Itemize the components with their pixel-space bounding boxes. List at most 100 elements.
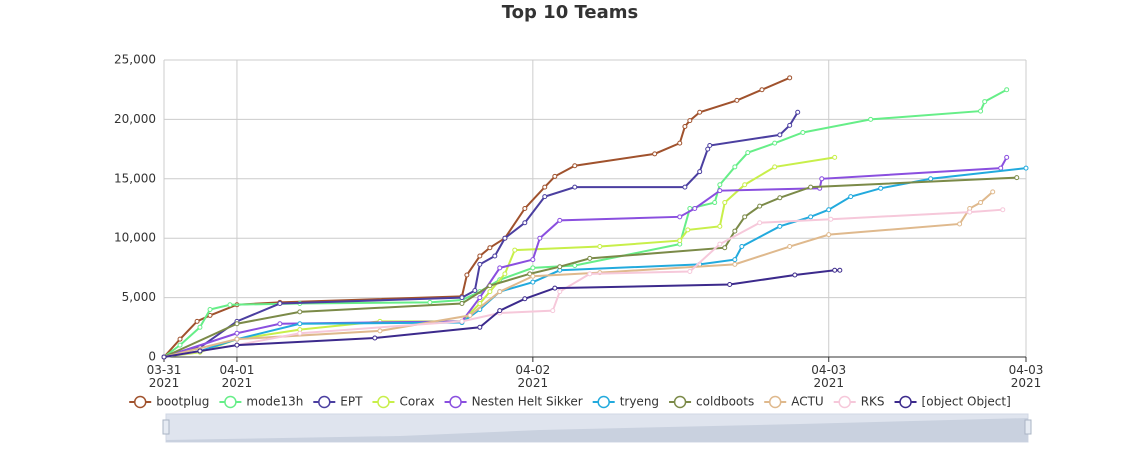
data-point — [277, 321, 283, 327]
data-point — [512, 247, 518, 253]
data-point — [732, 228, 738, 234]
zoom-handle[interactable] — [1024, 419, 1032, 435]
data-zoom[interactable] — [162, 413, 1032, 443]
data-point — [487, 289, 493, 295]
data-point — [685, 227, 691, 233]
legend-item[interactable]: [object Object] — [894, 395, 1011, 409]
data-point — [722, 245, 728, 251]
data-point — [677, 214, 683, 220]
legend-item[interactable]: mode13h — [219, 395, 303, 409]
data-point — [550, 308, 556, 314]
data-point — [717, 223, 723, 229]
data-point — [207, 312, 213, 318]
data-point — [697, 109, 703, 115]
data-point — [522, 206, 528, 211]
data-point — [777, 223, 783, 229]
data-point — [742, 182, 748, 188]
data-point — [372, 335, 378, 341]
data-point — [682, 124, 688, 130]
data-point — [697, 169, 703, 175]
data-point — [878, 185, 884, 191]
data-point — [868, 116, 874, 122]
x-tick-label: 04-01 2021 — [219, 363, 255, 390]
data-point — [234, 342, 240, 348]
data-point — [1000, 207, 1006, 213]
data-point — [978, 108, 984, 114]
data-point — [787, 75, 793, 81]
legend-marker — [318, 395, 331, 409]
y-tick-label: 0 — [148, 350, 156, 364]
data-point — [800, 129, 806, 135]
data-point — [705, 146, 711, 152]
zoom-shade — [166, 418, 1028, 442]
legend-item[interactable]: bootplug — [129, 395, 209, 409]
data-point — [197, 324, 203, 330]
legend-item[interactable]: tryeng — [592, 395, 659, 409]
data-point — [967, 209, 973, 215]
data-point — [990, 189, 996, 195]
x-tick-label: 04-03 2021 — [811, 363, 847, 390]
legend-item[interactable]: Corax — [372, 395, 435, 409]
data-point — [832, 154, 838, 160]
data-point — [297, 309, 303, 315]
series — [161, 154, 1010, 360]
legend-label: bootplug — [156, 395, 209, 409]
data-point — [734, 97, 740, 103]
data-point — [467, 312, 473, 318]
data-point — [837, 267, 843, 273]
chart-title: Top 10 Teams — [502, 2, 638, 23]
y-tick-label: 10,000 — [114, 231, 156, 245]
series — [161, 109, 801, 360]
data-point — [557, 289, 563, 295]
series-line — [163, 88, 1008, 358]
data-point — [772, 164, 778, 170]
data-point — [687, 268, 693, 274]
zoom-handle[interactable] — [162, 419, 170, 435]
legend-marker — [768, 395, 782, 409]
legend-marker — [838, 395, 851, 409]
data-point — [552, 285, 558, 291]
data-point — [207, 306, 213, 312]
data-point — [777, 195, 783, 201]
legend-item[interactable]: coldboots — [669, 395, 754, 409]
series-line — [163, 156, 835, 358]
data-point — [928, 176, 934, 182]
legend-marker — [673, 395, 687, 409]
data-point — [477, 253, 483, 259]
legend-item[interactable]: ACTU — [764, 395, 824, 409]
data-point — [677, 140, 683, 146]
data-point — [530, 265, 536, 271]
data-point — [808, 214, 814, 220]
data-point — [717, 182, 723, 188]
data-point — [234, 330, 240, 336]
data-point — [587, 255, 593, 261]
legend-item[interactable]: Nesten Helt Sikker — [444, 395, 583, 409]
legend-item[interactable]: RKS — [833, 395, 885, 409]
data-point — [732, 164, 738, 170]
data-point — [487, 283, 493, 289]
data-point — [832, 267, 838, 273]
data-point — [297, 330, 303, 336]
legend-marker — [449, 395, 462, 409]
data-point — [472, 287, 478, 293]
y-tick-label: 25,000 — [114, 53, 156, 67]
data-point — [497, 289, 503, 295]
data-point — [792, 272, 798, 278]
data-point — [557, 264, 563, 270]
data-point — [826, 232, 832, 238]
data-point — [1023, 165, 1029, 171]
legend-marker — [224, 395, 237, 409]
y-tick-label: 20,000 — [114, 112, 156, 126]
data-point — [227, 302, 233, 308]
data-point — [522, 220, 528, 226]
legend-item[interactable]: EPT — [313, 395, 363, 409]
legend: bootplug mode13h EPT Corax Nesten Helt Sikke… — [129, 395, 1011, 409]
data-point — [497, 265, 503, 271]
legend-label: mode13h — [246, 395, 303, 409]
data-point — [522, 296, 528, 302]
legend-label: tryeng — [620, 395, 659, 409]
data-point — [427, 299, 433, 305]
data-point — [727, 282, 733, 288]
